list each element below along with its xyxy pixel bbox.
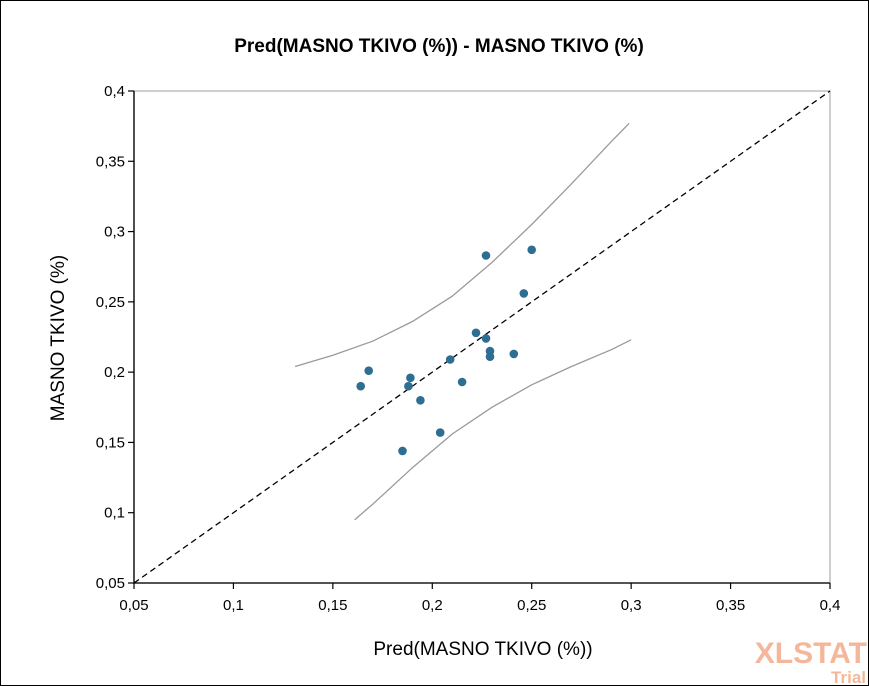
x-tick-label: 0,1 bbox=[223, 597, 244, 614]
x-tick-label: 0,25 bbox=[517, 597, 546, 614]
data-point bbox=[481, 251, 491, 260]
data-point bbox=[356, 381, 366, 391]
data-point bbox=[406, 373, 415, 383]
x-ticks: 0,05 0,1 0,15 0,2 0,25 0,3 0,35 0,4 bbox=[119, 583, 840, 614]
y-tick-label: 0,2 bbox=[104, 364, 125, 381]
y-tick-label: 0,05 bbox=[96, 575, 125, 592]
data-point bbox=[485, 352, 495, 362]
data-point bbox=[445, 355, 455, 364]
y-tick-label: 0,35 bbox=[96, 153, 125, 170]
data-point bbox=[509, 349, 519, 359]
data-point bbox=[398, 446, 407, 456]
upper-confidence-curve bbox=[294, 122, 630, 368]
data-point bbox=[416, 396, 425, 405]
x-tick-label: 0,35 bbox=[716, 597, 745, 614]
y-axis-label: MASNO TKIVO (%) bbox=[48, 255, 69, 421]
y-tick-label: 0,4 bbox=[104, 83, 125, 100]
data-point bbox=[519, 289, 529, 298]
reference-line-group bbox=[133, 90, 831, 584]
data-point bbox=[364, 366, 374, 376]
lower-confidence-curve bbox=[354, 339, 632, 521]
x-tick-label: 0,4 bbox=[820, 597, 841, 614]
x-axis-label: Pred(MASNO TKIVO (%)) bbox=[373, 639, 592, 660]
data-point bbox=[481, 334, 491, 343]
y-ticks: 0,05 0,1 0,15 0,2 0,25 0,3 0,35 0,4 bbox=[96, 83, 134, 592]
chart-title: Pred(MASNO TKIVO (%)) - MASNO TKIVO (%) bbox=[234, 36, 644, 57]
watermark-logo: XLSTAT bbox=[755, 637, 867, 670]
data-point bbox=[457, 377, 467, 387]
data-point bbox=[404, 381, 413, 391]
watermark-trial: Trial bbox=[831, 668, 866, 686]
axes bbox=[133, 91, 830, 584]
data-points bbox=[356, 245, 536, 456]
reference-line bbox=[133, 90, 831, 584]
y-tick-label: 0,25 bbox=[96, 294, 125, 311]
x-tick-label: 0,2 bbox=[422, 597, 443, 614]
data-point bbox=[471, 328, 481, 338]
x-tick-label: 0,15 bbox=[318, 597, 347, 614]
y-tick-label: 0,3 bbox=[104, 224, 125, 241]
confidence-bands bbox=[294, 122, 632, 521]
x-tick-label: 0,05 bbox=[119, 597, 148, 614]
y-tick-label: 0,1 bbox=[104, 505, 125, 522]
y-tick-label: 0,15 bbox=[96, 434, 125, 451]
data-point bbox=[435, 428, 445, 437]
data-point bbox=[527, 245, 536, 255]
x-tick-label: 0,3 bbox=[621, 597, 642, 614]
